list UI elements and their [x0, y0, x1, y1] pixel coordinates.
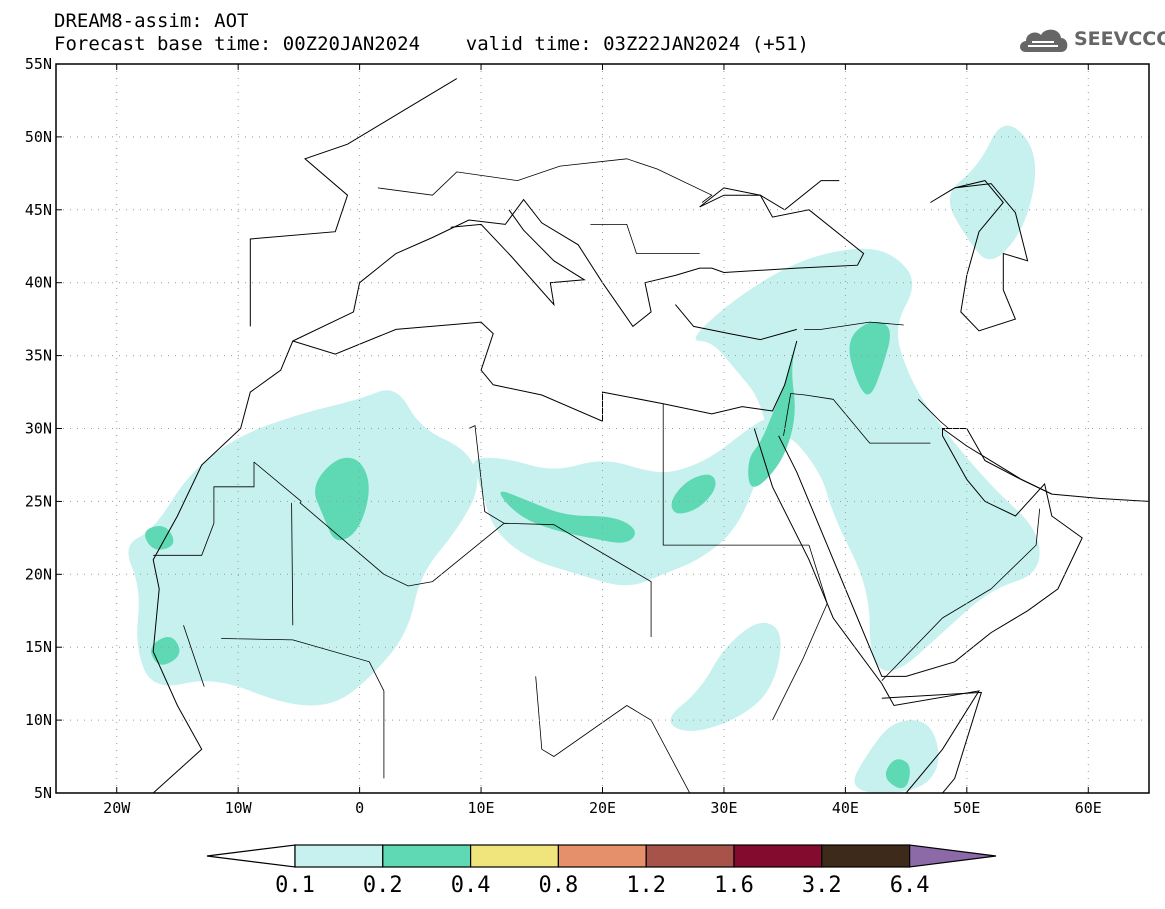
seevccc-logo: SEEVCCC [1016, 22, 1165, 58]
colorbar-segment [645, 844, 735, 868]
colorbar-segment [382, 844, 472, 868]
aot-region-caspian [949, 125, 1036, 260]
lat-tick-label: 30N [25, 420, 52, 438]
border-segment [772, 544, 828, 721]
lat-tick-label: 5N [34, 784, 52, 802]
border-segment [804, 321, 904, 330]
aot-region-levant [748, 349, 795, 487]
forecast-time-line: Forecast base time: 00Z20JAN2024 valid t… [54, 33, 809, 55]
lat-tick-label: 25N [25, 492, 52, 510]
colorbar-segment [294, 844, 384, 868]
aot-region-horn-africa [854, 720, 939, 793]
border-segment [153, 462, 255, 556]
border-segment [881, 588, 992, 681]
coastline-segment [152, 321, 798, 793]
colorbar-label: 0.8 [539, 873, 579, 898]
border-segment [783, 393, 931, 444]
lon-tick-label: 10W [225, 799, 253, 817]
coastline-segment [942, 428, 1053, 495]
border-segment [221, 638, 385, 779]
border-segment [535, 676, 691, 793]
lat-tick-label: 50N [25, 128, 52, 146]
coastline-segment [930, 180, 1029, 332]
aot-region-sahara-central [473, 419, 769, 586]
border-segment [291, 502, 294, 626]
border-segment [590, 224, 700, 254]
aot-region-sahel-east [670, 622, 781, 732]
lon-tick-label: 10E [468, 799, 495, 817]
graticule [56, 64, 1149, 793]
colorbar-segment [470, 844, 560, 868]
colorbar-label: 1.2 [626, 873, 666, 898]
colorbar-over-arrow [908, 844, 997, 868]
lat-tick-label: 45N [25, 201, 52, 219]
coastline-segment [675, 304, 797, 341]
colorbar-segment [821, 844, 911, 868]
aot-region-libya-egypt-band [500, 491, 635, 543]
lon-tick-label: 50E [953, 799, 980, 817]
cloud-icon [1020, 29, 1068, 52]
coastline-segment [699, 180, 840, 211]
aot-region-sahara-west [128, 390, 478, 706]
lon-tick-label: 40E [832, 799, 859, 817]
coastlines-and-borders [152, 78, 1149, 793]
aot-region-western-sahara [145, 526, 174, 550]
colorbar-label: 0.2 [363, 873, 403, 898]
lon-tick-label: 20W [103, 799, 131, 817]
colorbar-label: 3.2 [802, 873, 842, 898]
colorbar-label: 6.4 [890, 873, 930, 898]
aot-fields [128, 125, 1040, 793]
coastline-segment [753, 428, 981, 793]
lat-tick-label: 10N [25, 711, 52, 729]
border-segment [990, 508, 1041, 590]
colorbar-segment [557, 844, 647, 868]
aot-region-algeria-core [315, 457, 369, 541]
coastline-segment [292, 194, 865, 342]
colorbar-segment [733, 844, 823, 868]
lat-tick-label: 55N [25, 55, 52, 73]
aot-region-senegal [151, 636, 180, 665]
colorbar-label: 0.4 [451, 873, 491, 898]
coastline-segment [778, 428, 1149, 677]
lon-tick-label: 30E [710, 799, 737, 817]
border-segment [918, 399, 949, 429]
lon-tick-label: 0 [355, 799, 364, 817]
coastline-segment [249, 78, 458, 327]
logo-text: SEEVCCC [1074, 28, 1165, 50]
lon-tick-label: 20E [589, 799, 616, 817]
aot-region-iraq [849, 321, 890, 395]
lat-tick-label: 40N [25, 274, 52, 292]
border-segment [377, 158, 713, 203]
lat-tick-label: 35N [25, 347, 52, 365]
lon-tick-label: 60E [1075, 799, 1102, 817]
colorbar: 0.1 0.2 0.4 0.8 1.2 1.6 3.2 6.4 [206, 844, 997, 898]
lat-tick-label: 15N [25, 638, 52, 656]
coastline-segment [450, 209, 586, 307]
colorbar-label: 1.6 [714, 873, 754, 898]
border-segment [662, 403, 809, 546]
aot-region-horn-core [885, 759, 910, 789]
lat-tick-label: 20N [25, 565, 52, 583]
axis-ticks: 55N 50N 45N 40N 35N 30N 25N 20N 15N 10N 5N 20W 10W 0 1… [25, 55, 1102, 817]
colorbar-label: 0.1 [275, 873, 315, 898]
map-title: DREAM8-assim: AOT [54, 10, 249, 32]
aot-region-east-med-arabia [695, 248, 1040, 671]
border-segment [468, 424, 505, 524]
aot-region-egypt-west [671, 474, 716, 514]
border-segment [253, 461, 652, 637]
colorbar-under-arrow [206, 844, 296, 868]
coastline-segment [881, 691, 983, 793]
border-segment [183, 625, 205, 687]
